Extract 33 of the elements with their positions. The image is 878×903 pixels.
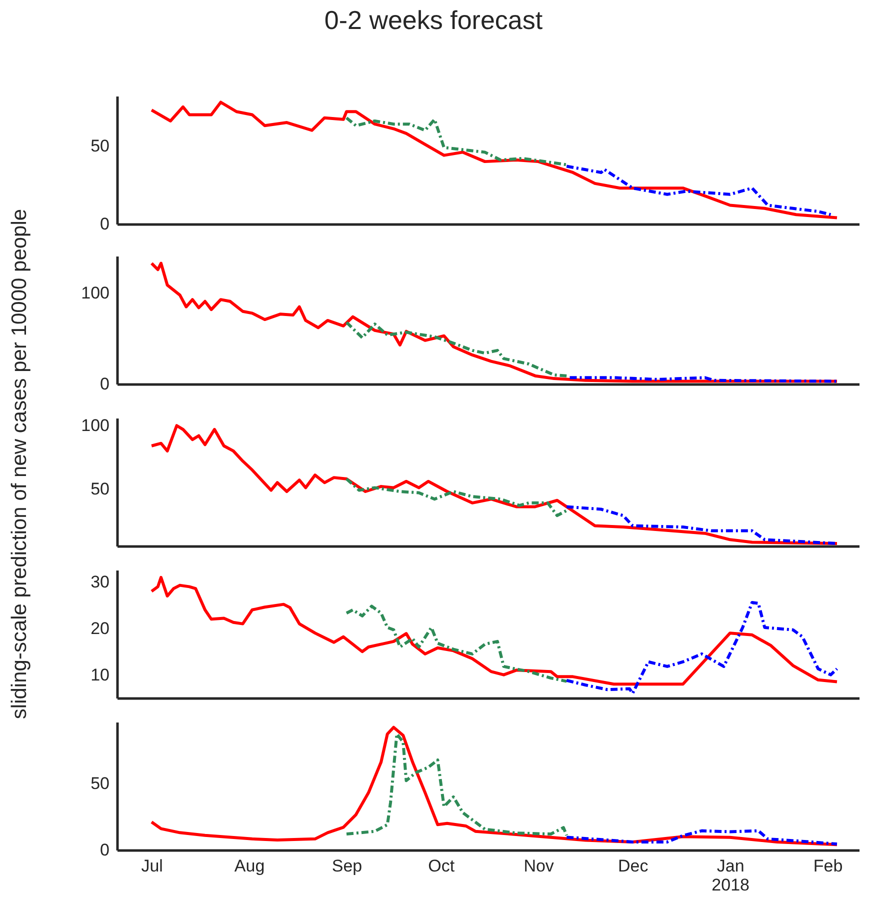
x-tick-label: Jul [141,856,163,876]
x-tick-label: Jan 2018 [712,856,750,894]
y-tick-label: 100 [81,284,110,303]
y-tick-label: 50 [90,136,110,156]
x-tick-label: Dec [618,856,649,876]
chart-title: 0-2 weeks forecast [324,5,544,35]
line-series [345,116,568,166]
y-tick-label: 100 [81,416,110,436]
line-series [345,477,568,518]
y-tick-label: 50 [90,774,110,793]
line-series [150,100,838,220]
line-series [565,829,838,846]
line-series [345,732,568,837]
y-tick-label: 20 [90,618,110,638]
line-series [345,320,568,378]
x-tick-label: Nov [524,856,554,876]
x-tick-label: Sep [332,856,362,876]
y-tick-label: 0 [100,214,110,234]
x-tick-label: Feb [813,856,843,876]
y-tick-label: 0 [100,374,110,394]
line-series [565,164,832,216]
line-series [565,600,838,695]
line-series [150,424,838,545]
y-tick-label: 10 [90,665,110,684]
y-tick-label: 50 [90,479,110,498]
line-series [345,604,568,683]
y-tick-label: 30 [90,572,110,592]
line-series [150,576,838,686]
x-tick-label: Oct [428,856,455,876]
y-axis-title: sliding-scale prediction of new cases per 10000 people [8,208,31,720]
line-series [150,726,838,846]
x-tick-label: Aug [234,856,265,876]
y-tick-label: 0 [100,840,110,860]
